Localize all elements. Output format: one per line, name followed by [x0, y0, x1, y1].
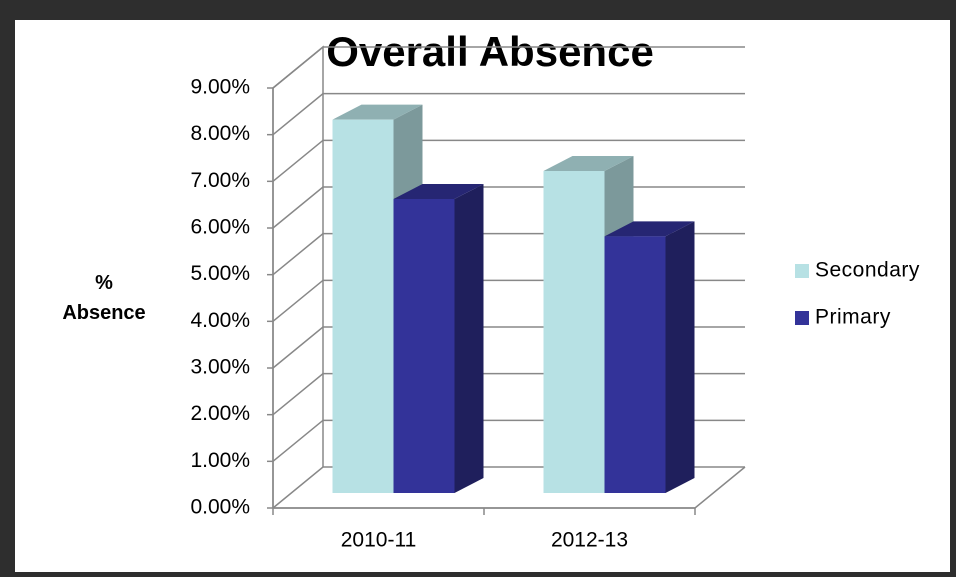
- bar: [543, 171, 605, 493]
- bar-side: [665, 221, 695, 494]
- legend-label: Secondary: [815, 259, 920, 282]
- y-tick-label: 0.00%: [190, 496, 250, 519]
- bar: [393, 199, 455, 493]
- y-tick-label: 8.00%: [190, 122, 250, 145]
- legend-label: Primary: [815, 306, 891, 329]
- legend-swatch: [795, 311, 809, 325]
- y-tick-label: 9.00%: [190, 76, 250, 99]
- y-tick-label: 7.00%: [190, 169, 250, 192]
- bar: [332, 119, 394, 494]
- y-tick-label: 3.00%: [190, 356, 250, 379]
- bar-top: [332, 104, 423, 120]
- chart-title: Overall Absence: [326, 28, 654, 75]
- y-tick-label: 4.00%: [190, 309, 250, 332]
- y-tick-label: 2.00%: [190, 402, 250, 425]
- bar-top: [543, 156, 634, 171]
- bar: [604, 236, 666, 494]
- y-tick-label: 1.00%: [190, 449, 250, 472]
- y-axis-title: % Absence: [62, 272, 146, 324]
- bar-top: [604, 221, 695, 237]
- bar-side: [454, 184, 484, 493]
- y-tick-label: 5.00%: [190, 262, 250, 285]
- x-tick-label: 2010-11: [341, 529, 417, 552]
- y-tick-label: 6.00%: [190, 216, 250, 239]
- bar-top: [393, 184, 484, 199]
- x-tick-label: 2012-13: [551, 529, 628, 552]
- grid-line: [272, 92, 745, 136]
- legend-swatch: [795, 264, 809, 278]
- grid-line: [272, 139, 745, 182]
- grid-line: [272, 46, 745, 89]
